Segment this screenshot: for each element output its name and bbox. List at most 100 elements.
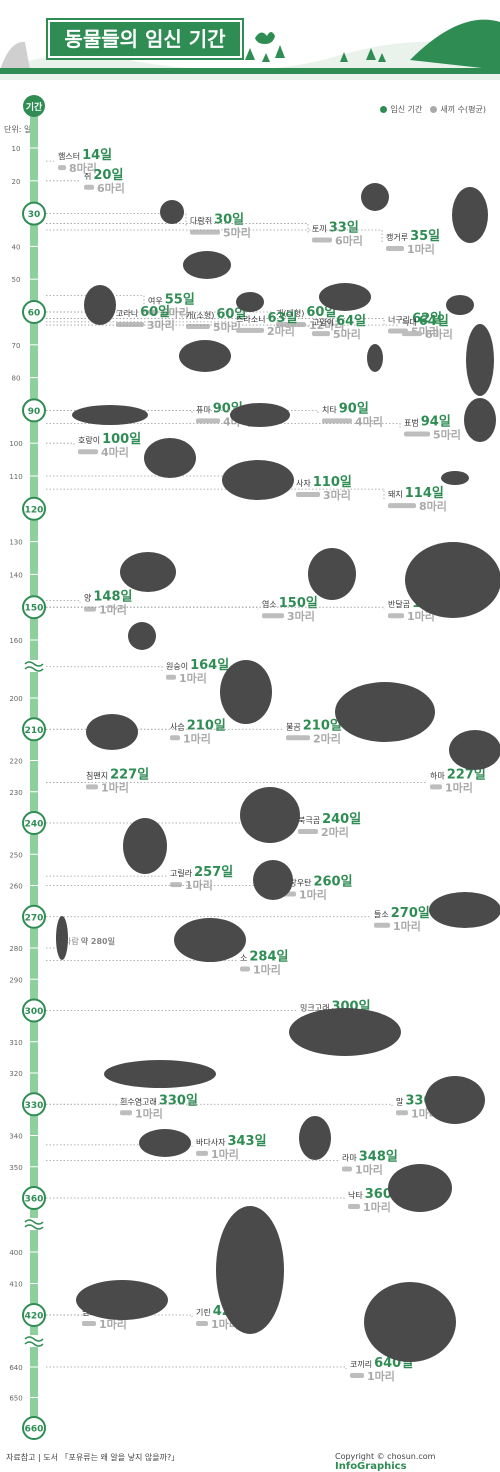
animal-silhouette [364,1282,456,1362]
animal-silhouette [253,860,293,900]
leader-line [46,600,81,603]
animal-gestation-label: 오랑우탄 260일 [282,875,353,890]
animal-offspring-label: 6마리 [97,181,125,195]
axis-tick-label: 270 [25,913,44,923]
axis-tick-label: 300 [25,1007,44,1017]
offspring-icons [148,309,158,315]
animal-silhouette [120,552,176,592]
axis-tick-label: 290 [9,976,22,984]
axis-tick-label: 100 [9,440,22,448]
animal-offspring-label: 3마리 [323,488,351,502]
axis-tick-label: 10 [12,145,21,153]
offspring-icons [196,1150,208,1156]
animal-silhouette [56,916,68,960]
animal-gestation-label: 호랑이 100일 [78,432,141,447]
animal-silhouette [367,344,383,372]
offspring-icons [298,829,318,834]
leader-line [46,295,145,306]
animal-offspring-label: 3마리 [147,318,175,332]
offspring-icons [388,503,416,509]
animal-gestation-label: 표범 94일 [404,415,451,430]
animal-offspring-label: 1마리 [393,919,421,933]
animal-silhouette [174,918,246,962]
animal-offspring-label: 1마리 [211,1147,239,1161]
animal-offspring-label: 1마리 [253,963,281,977]
animal-silhouette [308,548,356,600]
axis-tick-label: 70 [12,342,21,350]
offspring-icons [84,606,96,612]
animal-offspring-label: 1마리 [179,671,207,685]
axis-tick-label: 240 [25,820,44,830]
axis-tick-label: 650 [9,1395,22,1403]
animal-silhouette [128,622,156,650]
animal-silhouette [220,660,272,724]
animal-silhouette [449,730,500,770]
animal-silhouette [230,403,290,427]
animal-gestation-label: 쥐 20일 [84,168,123,183]
axis-break-mark [24,1336,44,1347]
footer-copyright: Copyright © chosun.com InfoGraphics [335,1452,436,1472]
offspring-icons [396,1110,408,1116]
animal-silhouette [388,1164,452,1212]
axis-tick-label: 110 [9,473,22,481]
leader-line [46,1103,393,1107]
axis-tick-circle [22,717,46,742]
animal-gestation-label: 흰수염고래 330일 [120,1093,198,1108]
axis-tick-circle [22,300,46,324]
leader-line [46,321,233,324]
offspring-icons [170,735,180,741]
offspring-icons [190,229,220,235]
offspring-icons [84,184,94,190]
axis-tick-label: 60 [28,309,41,319]
animal-gestation-label: 바다사자 343일 [196,1134,267,1149]
axis-tick-label: 260 [9,883,22,891]
axis-tick-label: 340 [9,1133,22,1141]
axis-tick-circle [22,398,46,423]
animal-gestation-label: 개(대형) 60일 [276,305,336,320]
animal-gestation-label: 사자 110일 [296,475,352,490]
offspring-icons [386,246,404,251]
animal-offspring-label: 1마리 [99,1317,127,1331]
offspring-icons [312,237,332,243]
leader-line [46,875,167,879]
animal-silhouette [104,1060,216,1088]
axis-tick-circle [22,496,46,521]
offspring-icons [312,331,330,337]
axis-break-mark [24,661,44,672]
axis-tick-label: 220 [9,758,22,766]
offspring-icons [236,327,264,333]
animal-gestation-label: 여우 55일 [148,293,195,308]
axis-tick-label: 280 [9,945,22,953]
axis-tick-label: 90 [28,407,41,417]
leader-line [46,780,427,783]
axis-tick-label: 360 [25,1195,44,1205]
animal-gestation-label: 불곰 210일 [286,718,342,733]
axis-tick-label: 80 [12,375,21,383]
leader-line [46,960,237,963]
axis-tick-label: 40 [12,243,21,251]
axis-break-mark [24,1219,44,1230]
axis-tick-circle [22,201,46,226]
animal-offspring-label: 8마리 [69,161,97,175]
offspring-icons [240,966,250,972]
offspring-icons [170,882,182,888]
animal-offspring-label: 4마리 [101,445,129,459]
animal-offspring-label: 6마리 [335,233,363,247]
animal-offspring-label: 1마리 [367,1369,395,1383]
leader-line [46,1197,345,1200]
axis-title: 기간 [26,101,43,113]
offspring-icons [350,1373,364,1378]
